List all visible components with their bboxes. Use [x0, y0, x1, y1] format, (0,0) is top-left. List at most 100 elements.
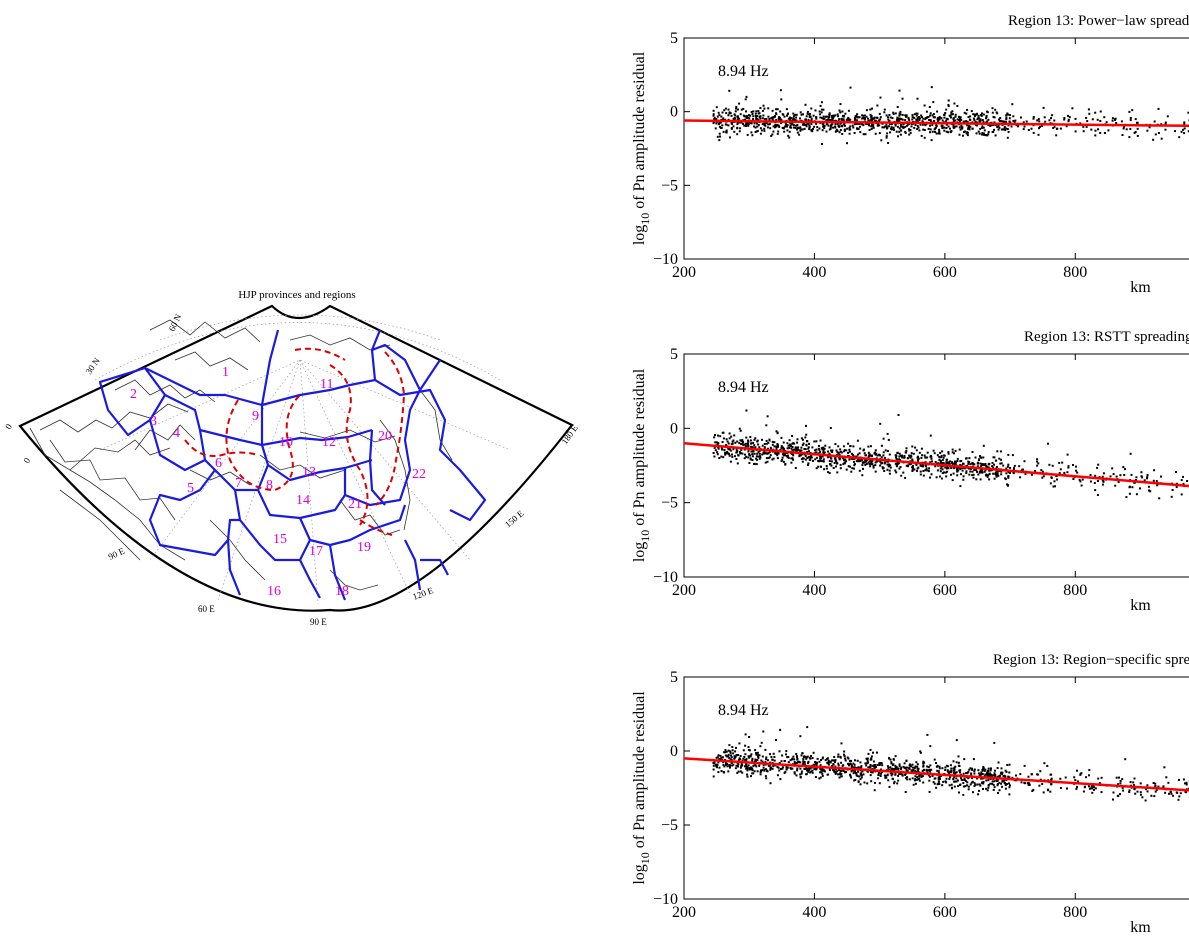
scatter-point: [856, 759, 859, 762]
scatter-point: [964, 785, 967, 788]
scatter-point: [801, 444, 804, 447]
scatter-point: [804, 103, 807, 106]
scatter-point: [1152, 479, 1155, 482]
scatter-point: [882, 451, 885, 454]
scatter-point: [857, 127, 860, 130]
scatter-point: [1170, 792, 1173, 795]
scatter-point: [942, 462, 945, 465]
scatter-point: [972, 117, 975, 120]
scatter-point: [854, 759, 856, 762]
scatter-point: [1009, 471, 1011, 474]
scatter-point: [792, 454, 795, 457]
scatter-point: [863, 452, 866, 455]
scatter-point: [723, 449, 726, 451]
scatter-point: [761, 123, 764, 126]
scatter-point: [742, 123, 745, 125]
scatter-point: [928, 775, 931, 778]
scatter-point: [953, 452, 955, 455]
scatter-point: [996, 783, 999, 786]
scatter-point: [765, 457, 768, 460]
scatter-point: [880, 768, 882, 771]
scatter-point: [1008, 763, 1011, 766]
chart-rstt: Region 13: RSTT spreading correction2004…: [631, 329, 1189, 614]
scatter-point: [971, 780, 974, 783]
scatter-point: [817, 444, 820, 447]
scatter-point: [877, 774, 880, 776]
scatter-point: [958, 791, 960, 794]
scatter-point: [871, 118, 874, 121]
scatter-point: [1149, 490, 1152, 493]
scatter-point: [1084, 785, 1086, 788]
scatter-point: [1187, 111, 1189, 114]
scatter-point: [771, 440, 774, 443]
scatter-point: [935, 765, 938, 768]
scatter-point: [949, 764, 952, 767]
scatter-point: [738, 742, 741, 745]
scatter-point: [977, 117, 980, 120]
scatter-point: [956, 105, 959, 107]
scatter-point: [766, 460, 769, 463]
scatter-point: [769, 782, 772, 785]
scatter-point: [712, 113, 715, 116]
region-label-22: 22: [412, 467, 426, 482]
scatter-point: [1030, 773, 1033, 776]
scatter-point: [840, 775, 843, 778]
scatter-point: [1178, 778, 1180, 781]
scatter-point: [878, 132, 881, 135]
scatter-point: [827, 124, 830, 127]
scatter-point: [821, 448, 824, 451]
scatter-point: [864, 117, 866, 120]
scatter-point: [908, 454, 911, 457]
scatter-point: [829, 119, 832, 122]
scatter-point: [1088, 769, 1091, 772]
scatter-point: [753, 444, 756, 447]
scatter-point: [972, 476, 975, 479]
scatter-point: [810, 128, 813, 131]
scatter-point: [821, 757, 824, 760]
scatter-point: [944, 780, 947, 783]
scatter-point: [815, 122, 818, 125]
scatter-point: [1041, 470, 1044, 473]
scatter-point: [929, 114, 932, 117]
scatter-point: [1117, 783, 1119, 786]
scatter-point: [941, 462, 944, 464]
scatter-point: [714, 449, 717, 452]
scatter-point: [941, 127, 944, 130]
scatter-point: [983, 769, 986, 772]
scatter-point: [859, 447, 862, 450]
scatter-point: [897, 135, 899, 138]
scatter-point: [913, 779, 916, 782]
scatter-point: [737, 754, 740, 756]
scatter-point: [904, 131, 907, 134]
scatter-point: [808, 126, 811, 129]
scatter-point: [716, 766, 718, 769]
scatter-point: [821, 767, 824, 770]
scatter-point: [1121, 134, 1124, 136]
scatter-point: [800, 770, 803, 773]
scatter-point: [724, 754, 727, 757]
scatter-point: [786, 447, 789, 450]
scatter-point: [791, 446, 794, 448]
scatter-point: [764, 118, 766, 121]
scatter-point: [950, 111, 953, 114]
scatter-point: [906, 457, 909, 460]
scatter-point: [908, 129, 911, 132]
x-tick-label: 600: [933, 582, 957, 599]
scatter-point: [894, 764, 897, 767]
scatter-point: [872, 751, 874, 754]
scatter-point: [899, 110, 902, 113]
scatter-point: [838, 131, 841, 134]
scatter-point: [1180, 479, 1183, 482]
scatter-point: [998, 126, 1001, 129]
scatter-point: [781, 453, 784, 456]
scatter-point: [741, 442, 744, 445]
scatter-point: [1096, 118, 1099, 121]
scatter-point: [931, 460, 933, 463]
scatter-point: [790, 758, 793, 761]
scatter-point: [748, 767, 751, 770]
scatter-point: [790, 447, 793, 450]
scatter-point: [1051, 464, 1054, 467]
scatter-point: [968, 128, 971, 131]
scatter-point: [766, 770, 769, 773]
scatter-point: [1157, 107, 1160, 110]
